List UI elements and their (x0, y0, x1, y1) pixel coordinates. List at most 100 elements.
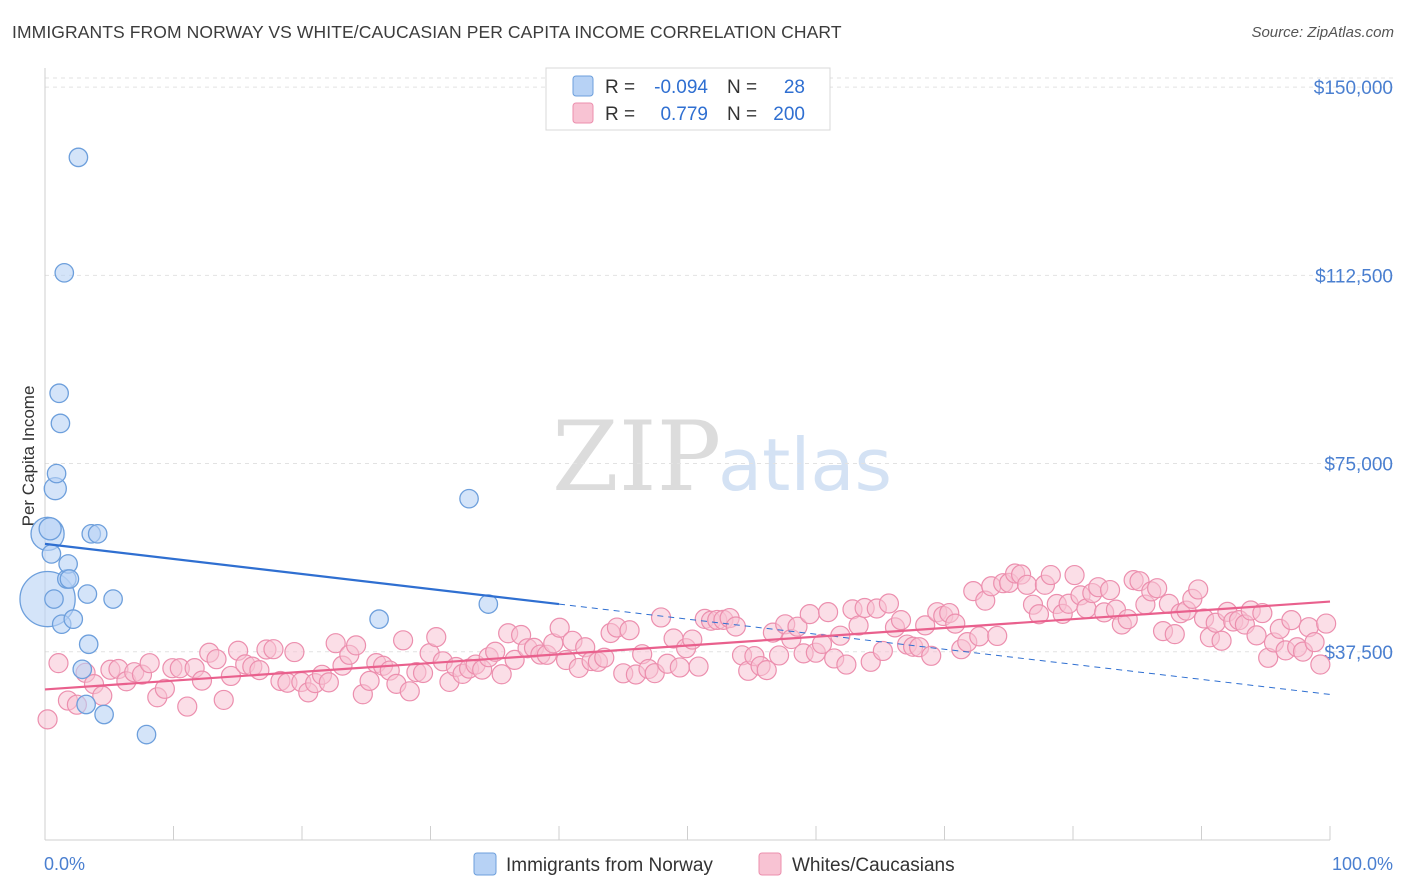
chart-title: IMMIGRANTS FROM NORWAY VS WHITE/CAUCASIA… (12, 22, 842, 42)
y-tick-label: $75,000 (1324, 455, 1393, 476)
point-white (1211, 630, 1232, 651)
point-white (412, 662, 434, 684)
point-white (139, 653, 160, 674)
watermark-atlas: atlas (718, 423, 892, 507)
point-white (549, 617, 570, 638)
point-white (48, 653, 69, 674)
point-norway (136, 724, 157, 745)
point-white (1316, 613, 1337, 634)
point-norway (459, 488, 479, 509)
point-white (1246, 625, 1267, 646)
correlation-legend: R = -0.094 N = 28 R = 0.779 N = 200 (545, 67, 831, 131)
legend-n-value-white: 200 (773, 104, 805, 125)
point-norway (59, 569, 80, 589)
point-white (37, 709, 58, 730)
point-norway (49, 383, 69, 404)
point-white (669, 657, 690, 678)
point-white (756, 660, 777, 681)
y-axis-title: Per Capita Income (19, 386, 38, 527)
trend-line-norway (44, 542, 560, 606)
point-white (1040, 564, 1061, 586)
point-white (177, 696, 198, 717)
point-norway (46, 463, 67, 484)
point-white (650, 607, 672, 628)
point-white (1099, 579, 1121, 601)
point-white (399, 681, 420, 702)
legend-r-value-white: 0.779 (660, 104, 708, 125)
point-white (817, 602, 839, 623)
legend-r-value-norway: -0.094 (654, 77, 708, 98)
point-white (1028, 604, 1050, 625)
y-tick-label: $112,500 (1315, 266, 1393, 287)
point-norway (54, 262, 75, 283)
point-white (154, 678, 175, 699)
y-tick-label: $37,500 (1324, 643, 1393, 664)
y-tick-labels: $37,500 $75,000 $112,500 $150,000 (1314, 78, 1393, 664)
point-white (811, 633, 833, 654)
point-white (392, 630, 414, 651)
legend-r-label-white: R = (605, 104, 635, 125)
point-norway (103, 589, 123, 609)
point-white (1310, 654, 1331, 675)
point-white (263, 639, 284, 660)
source-label: Source: ZipAtlas.com (1251, 24, 1394, 41)
point-white (1016, 574, 1038, 595)
point-white (969, 626, 990, 647)
point-norway (41, 544, 62, 564)
point-white (848, 615, 869, 636)
point-white (249, 659, 270, 681)
gridlines (45, 77, 1395, 653)
point-white (491, 664, 512, 685)
point-white (890, 609, 912, 631)
trend-lines (44, 542, 1331, 695)
point-white (725, 616, 746, 637)
point-white (206, 649, 227, 670)
point-norway (87, 523, 108, 544)
watermark-zip: ZIP (552, 401, 721, 513)
point-white (359, 670, 380, 691)
x-tick-label: 100.0% (1332, 854, 1393, 874)
point-white (191, 670, 213, 691)
legend-n-value-norway: 28 (784, 77, 805, 98)
point-white (619, 620, 640, 641)
point-white (318, 672, 339, 693)
point-white (213, 689, 234, 711)
legend-swatch-white (572, 102, 594, 124)
bottom-legend-label-norway: Immigrants from Norway (506, 855, 713, 876)
point-white (872, 640, 893, 662)
point-white (1304, 632, 1325, 653)
point-white (921, 645, 942, 666)
point-white (594, 647, 615, 668)
point-white (836, 654, 857, 675)
point-norway (68, 147, 89, 168)
x-tick-labels: 0.0% 100.0% (44, 854, 1393, 874)
x-tick-label: 0.0% (44, 854, 85, 874)
point-norway (76, 694, 96, 715)
point-white (345, 635, 367, 656)
point-white (1281, 610, 1302, 631)
point-norway (38, 517, 62, 541)
point-norway (63, 609, 84, 629)
legend-swatch-norway (572, 75, 594, 97)
point-white (1147, 578, 1168, 599)
trend-line-white (44, 600, 1331, 691)
point-white (1117, 609, 1138, 630)
point-norway (369, 609, 389, 629)
point-white (1164, 624, 1185, 645)
point-white (1064, 564, 1085, 586)
point-norway (44, 589, 64, 609)
point-white (485, 641, 506, 662)
bottom-legend-swatch-norway (473, 852, 497, 876)
trend-line-norway-extension (558, 603, 1331, 695)
point-white (1188, 579, 1209, 600)
point-norway (72, 659, 93, 680)
axes (44, 68, 1331, 841)
point-norway (78, 634, 99, 655)
point-white (504, 649, 525, 670)
point-white (945, 613, 966, 634)
point-white (426, 627, 447, 648)
legend-n-label-norway: N = (727, 77, 757, 98)
point-white (987, 625, 1008, 647)
point-white (878, 593, 900, 614)
